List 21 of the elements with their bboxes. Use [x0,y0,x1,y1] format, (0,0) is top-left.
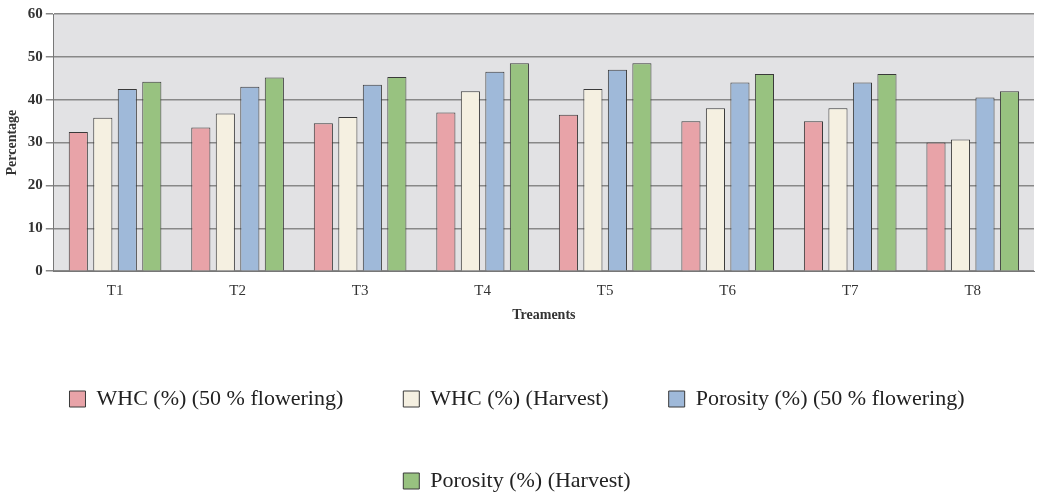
y-tick-label: 20 [27,176,43,193]
y-tick-label: 10 [27,219,43,236]
x-tick-label: T6 [719,282,737,299]
y-tick-label: 60 [27,4,43,21]
legend-label: Porosity (%) (50 % flowering) [695,384,965,410]
x-tick-label: T4 [474,282,492,299]
x-tick-label: T1 [106,282,124,299]
x-tick-label: T5 [596,282,614,299]
y-axis-title: Percentage [4,109,20,176]
y-tick-label: 50 [27,47,43,64]
x-tick-label: T2 [229,282,246,299]
legend-label: WHC (%) (50 % flowering) [96,384,344,410]
legend-label: WHC (%) (Harvest) [430,384,609,410]
legend-label: Porosity (%) (Harvest) [430,466,631,492]
x-tick-label: T7 [841,282,860,299]
y-tick-label: 40 [27,90,43,107]
y-tick-label: 30 [27,133,43,150]
x-tick-label: T8 [964,282,982,299]
y-tick-label: 0 [35,262,43,279]
x-tick-label: T3 [351,282,369,299]
x-axis-title: Treaments [512,307,577,323]
